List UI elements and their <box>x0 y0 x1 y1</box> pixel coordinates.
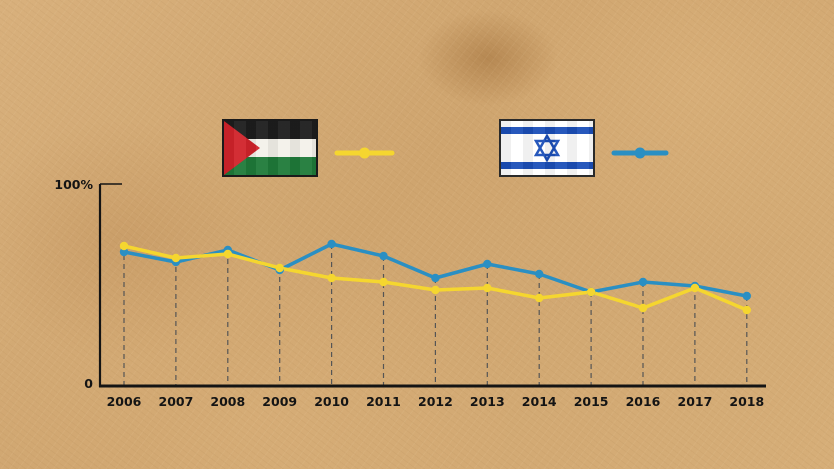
x-tick-label: 2006 <box>107 394 142 409</box>
data-point-palestine-2018 <box>742 305 751 315</box>
legend-marker-israel <box>634 147 646 159</box>
x-tick-label: 2016 <box>626 394 661 409</box>
x-tick-label: 2018 <box>729 394 764 409</box>
palestine-flag-triangle <box>224 121 260 175</box>
x-tick-label: 2014 <box>522 394 557 409</box>
x-tick-label: 2009 <box>262 394 297 409</box>
x-tick-label: 2011 <box>366 394 401 409</box>
x-tick-label: 2010 <box>314 394 349 409</box>
data-point-palestine-2017 <box>690 283 700 293</box>
data-point-palestine-2015 <box>586 287 596 297</box>
y-tick-label: 100% <box>54 177 93 192</box>
data-point-palestine-2012 <box>431 285 440 295</box>
israel-flag <box>499 119 595 177</box>
data-point-palestine-2016 <box>638 303 648 313</box>
x-tick-label: 2015 <box>574 394 609 409</box>
palestine-flag <box>222 119 318 177</box>
data-point-palestine-2014 <box>535 293 544 303</box>
data-point-palestine-2013 <box>483 283 492 293</box>
data-point-israel-2011 <box>379 251 388 261</box>
data-point-israel-2006 <box>119 247 129 257</box>
x-tick-label: 2007 <box>159 394 194 409</box>
data-point-israel-2012 <box>431 273 440 283</box>
legend-marker-palestine <box>359 147 370 159</box>
data-point-palestine-2009 <box>275 263 284 273</box>
data-point-palestine-2007 <box>171 253 181 263</box>
data-point-palestine-2011 <box>379 277 388 287</box>
star-of-david-icon <box>533 134 561 162</box>
x-tick-label: 2017 <box>678 394 713 409</box>
y-tick-label: 0 <box>84 376 93 391</box>
data-point-israel-2013 <box>483 259 492 269</box>
data-point-israel-2018 <box>742 291 751 301</box>
data-point-israel-2014 <box>535 269 544 279</box>
data-point-israel-2016 <box>638 277 648 287</box>
data-point-palestine-2006 <box>119 241 129 251</box>
data-point-palestine-2008 <box>223 249 232 259</box>
x-tick-label: 2013 <box>470 394 505 409</box>
x-tick-label: 2008 <box>210 394 245 409</box>
data-point-israel-2010 <box>327 239 336 249</box>
x-tick-label: 2012 <box>418 394 453 409</box>
data-point-palestine-2010 <box>327 273 336 283</box>
